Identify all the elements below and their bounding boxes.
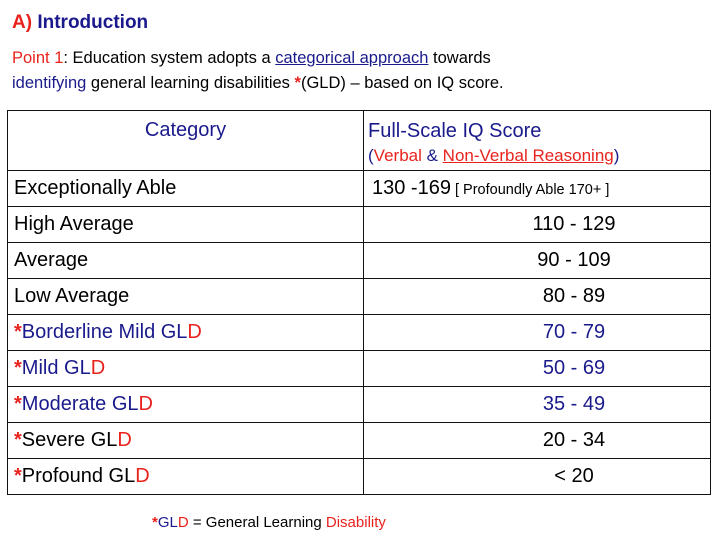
profoundly-able-note: [ Profoundly Able 170+ ] — [450, 182, 610, 198]
category-cell: *Mild GLD — [7, 350, 364, 387]
table-header-row: Category Full-Scale IQ Score (Verbal & N… — [7, 110, 711, 171]
gld-footnote: *GLD = General Learning Disability — [152, 514, 386, 531]
identifying-word: identifying — [12, 74, 87, 92]
table-row: *Borderline Mild GLD 70 - 79 — [7, 314, 711, 351]
score-cell: 110 - 129 — [363, 206, 711, 243]
category-cell: High Average — [7, 206, 364, 243]
category-header: Category — [7, 110, 364, 171]
point-label: Point 1 — [12, 49, 64, 67]
score-cell: 35 - 49 — [363, 386, 711, 423]
intro-text-c: general learning disabilities — [86, 74, 295, 92]
category-cell: *Borderline Mild GLD — [7, 314, 364, 351]
table-row: *Moderate GLD 35 - 49 — [7, 386, 711, 423]
score-header-sub: (Verbal & Non-Verbal Reasoning) — [368, 146, 620, 165]
category-cell: *Severe GLD — [7, 422, 364, 459]
category-cell: *Moderate GLD — [7, 386, 364, 423]
table-row: *Mild GLD 50 - 69 — [7, 350, 711, 387]
table-row: Low Average 80 - 89 — [7, 278, 711, 315]
category-cell: Low Average — [7, 278, 364, 315]
score-cell: 90 - 109 — [363, 242, 711, 279]
table-row: *Severe GLD 20 - 34 — [7, 422, 711, 459]
category-cell: Average — [7, 242, 364, 279]
score-cell: 50 - 69 — [363, 350, 711, 387]
score-cell: < 20 — [363, 458, 711, 495]
score-header: Full-Scale IQ Score (Verbal & Non-Verbal… — [363, 110, 711, 171]
section-heading: Introduction — [37, 12, 149, 33]
section-title: A) Introduction — [12, 12, 148, 34]
categorical-approach-link[interactable]: categorical approach — [275, 49, 429, 67]
category-cell: *Profound GLD — [7, 458, 364, 495]
intro-paragraph: Point 1: Education system adopts a categ… — [12, 46, 712, 96]
score-cell: 70 - 79 — [363, 314, 711, 351]
iq-category-table: Category Full-Scale IQ Score (Verbal & N… — [7, 110, 711, 495]
score-cell: 20 - 34 — [363, 422, 711, 459]
gld-star: * — [294, 74, 301, 92]
score-cell: 80 - 89 — [363, 278, 711, 315]
intro-text-a: : Education system adopts a — [63, 49, 276, 67]
table-row: Exceptionally Able 130 -169 [ Profoundly… — [7, 170, 711, 207]
table-row: *Profound GLD < 20 — [7, 458, 711, 495]
nonverbal-label: Non-Verbal Reasoning — [442, 146, 614, 165]
intro-text-b: towards — [428, 49, 491, 67]
section-label: A) — [12, 12, 33, 33]
verbal-label: Verbal — [373, 146, 422, 165]
table-row: High Average 110 - 129 — [7, 206, 711, 243]
category-cell: Exceptionally Able — [7, 170, 364, 207]
score-header-title: Full-Scale IQ Score — [368, 120, 542, 142]
table-row: Average 90 - 109 — [7, 242, 711, 279]
score-cell: 130 -169 [ Profoundly Able 170+ ] — [363, 170, 711, 207]
intro-text-d: (GLD) – based on IQ score. — [300, 74, 504, 92]
